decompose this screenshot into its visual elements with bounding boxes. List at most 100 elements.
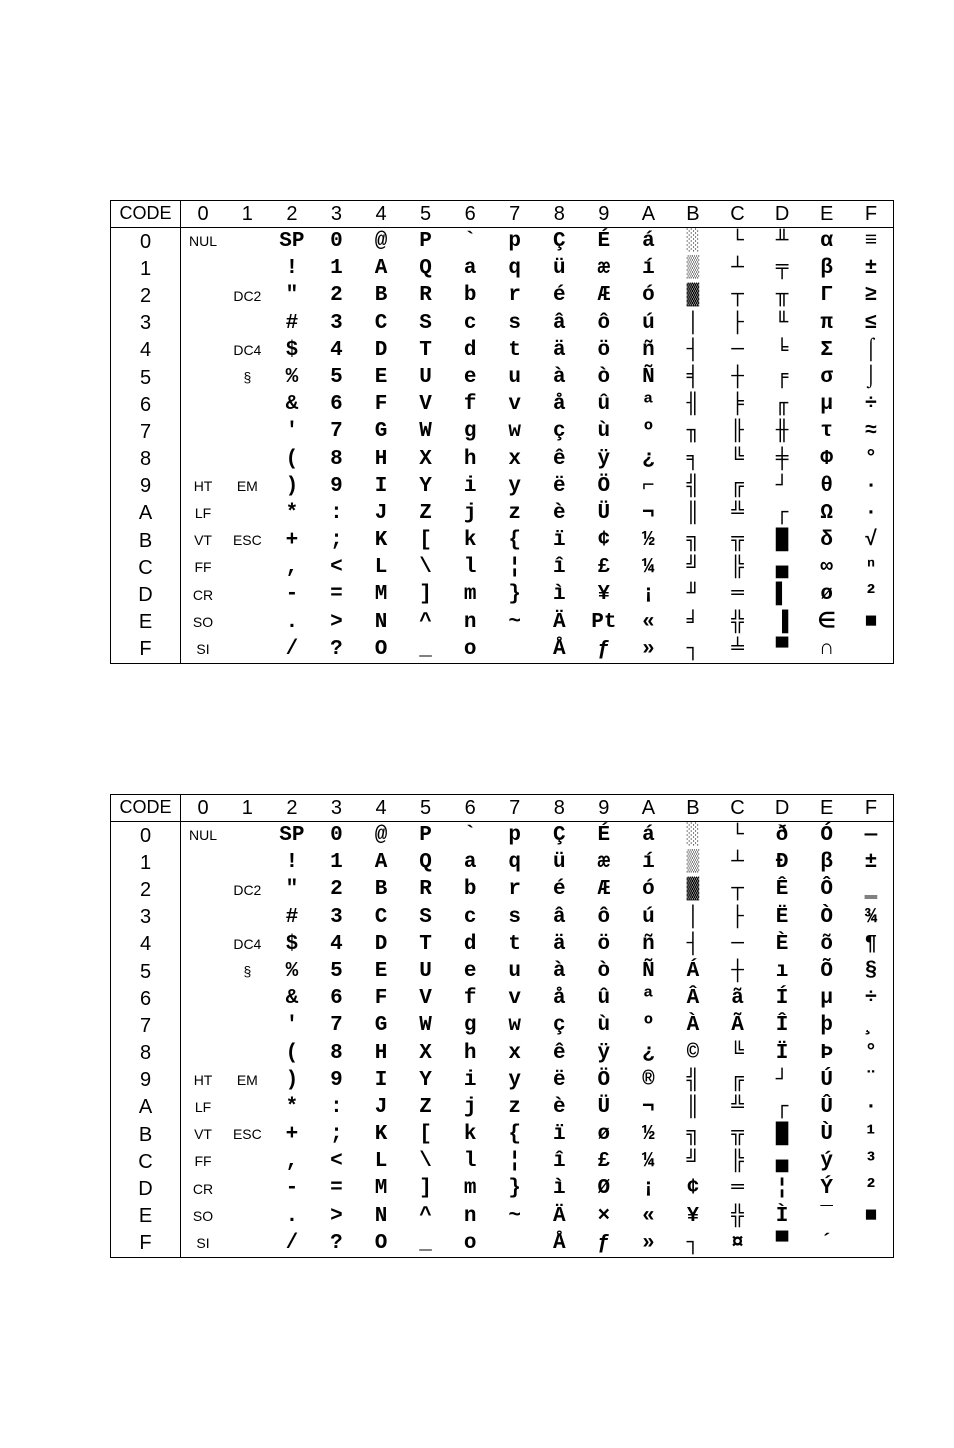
char-cell: + [270,527,315,554]
char-cell: │ [671,904,716,931]
row-header: 4 [111,337,181,364]
char-cell: û [582,985,627,1012]
table-row: CFF,<L\l¦î£¼╝╠▄∞ⁿ [111,554,894,581]
char-cell: Ω [804,500,849,527]
char-cell: L [359,1148,404,1175]
char-cell: ╢ [671,391,716,418]
char-cell: ° [849,1040,894,1067]
char-cell: ESC [225,1121,270,1148]
char-cell: EM [225,473,270,500]
char-cell: z [492,500,537,527]
char-cell: l [448,1148,493,1175]
char-cell: V [403,391,448,418]
char-cell: 6 [314,985,359,1012]
table-row: BVTESC+;K[k{ï¢½╗╦█δ√ [111,527,894,554]
col-header-6: 6 [448,795,493,822]
char-cell: ╨ [760,228,805,256]
char-cell: DC2 [225,876,270,903]
table-row: 0NULSP0@P`pÇÉá░└╨α≡ [111,228,894,256]
char-cell: ì [537,581,582,608]
char-cell: FF [181,1148,226,1175]
char-cell: ╥ [760,282,805,309]
char-cell: É [582,228,627,256]
table-row: 5§%5EUeuàòÑÁ┼ıÕ§ [111,958,894,985]
col-header-A: A [626,795,671,822]
char-cell: ¬ [626,1094,671,1121]
char-cell: ½ [626,527,671,554]
char-cell: æ [582,255,627,282]
char-cell [225,849,270,876]
char-cell: 1 [314,255,359,282]
char-cell: o [448,1230,493,1258]
row-header: 8 [111,446,181,473]
char-cell [225,609,270,636]
col-header-8: 8 [537,795,582,822]
char-cell: R [403,282,448,309]
char-cell: X [403,1040,448,1067]
char-cell: B [359,282,404,309]
char-cell: ╖ [671,418,716,445]
char-cell: 9 [314,473,359,500]
char-cell: ╬ [715,1203,760,1230]
char-cell: í [626,849,671,876]
char-cell: µ [804,985,849,1012]
col-header-3: 3 [314,201,359,228]
char-cell: SP [270,228,315,256]
char-cell: m [448,581,493,608]
char-cell: M [359,581,404,608]
char-cell: 7 [314,1012,359,1039]
char-cell: NUL [181,228,226,256]
char-cell: Æ [582,282,627,309]
char-cell: î [537,1148,582,1175]
char-cell: Ô [804,876,849,903]
char-cell: ç [537,1012,582,1039]
char-cell: ║ [671,1094,716,1121]
char-cell: ] [403,581,448,608]
char-cell: ù [582,1012,627,1039]
col-header-0: 0 [181,795,226,822]
char-cell: r [492,282,537,309]
char-cell: ╪ [760,446,805,473]
char-cell: Ì [760,1203,805,1230]
char-cell: ▓ [671,876,716,903]
char-cell: ø [582,1121,627,1148]
char-cell: ░ [671,228,716,256]
char-cell: d [448,931,493,958]
char-cell: à [537,958,582,985]
char-cell: \ [403,554,448,581]
char-cell: õ [804,931,849,958]
char-cell: " [270,876,315,903]
char-cell: Ü [582,500,627,527]
char-cell: v [492,985,537,1012]
char-cell: ■ [849,1203,894,1230]
char-cell: ø [804,581,849,608]
char-cell: ▒ [671,849,716,876]
char-cell [181,904,226,931]
table-row: 0NULSP0@P`pÇÉá░└ðÓ— [111,822,894,850]
char-cell: J [359,1094,404,1121]
char-cell: ╜ [671,581,716,608]
char-cell: = [314,1175,359,1202]
char-cell: - [270,1175,315,1202]
char-cell: DC4 [225,337,270,364]
char-cell: é [537,876,582,903]
char-cell: Ù [804,1121,849,1148]
char-cell: NUL [181,822,226,850]
char-cell: x [492,1040,537,1067]
char-cell: / [270,636,315,664]
char-cell: Ä [537,609,582,636]
char-cell [225,500,270,527]
char-cell: ¿ [626,446,671,473]
char-cell: ║ [671,500,716,527]
char-cell: ë [537,1067,582,1094]
char-cell: r [492,876,537,903]
char-cell: q [492,849,537,876]
char-cell: ┌ [760,500,805,527]
char-cell: ~ [492,1203,537,1230]
char-cell: ESC [225,527,270,554]
char-cell: ê [537,1040,582,1067]
char-cell: ^ [403,609,448,636]
char-cell: ╒ [760,364,805,391]
char-cell: ╘ [760,337,805,364]
char-cell: ╝ [671,1148,716,1175]
